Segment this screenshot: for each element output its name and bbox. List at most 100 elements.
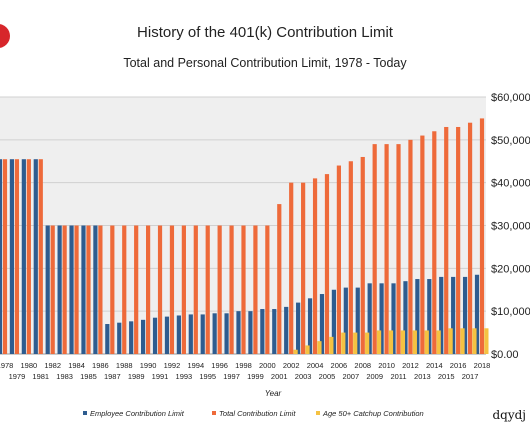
bar-1 (50, 225, 55, 354)
bar-0 (105, 324, 110, 354)
bar-2 (329, 336, 334, 354)
bar-1 (265, 225, 270, 354)
bar-0 (391, 283, 396, 354)
bar-0 (462, 276, 468, 354)
bar-0 (284, 306, 289, 354)
x-tick-label: 1983 (56, 372, 73, 381)
bar-2 (365, 332, 370, 354)
bar-0 (451, 276, 456, 354)
x-tick-label: 1981 (32, 372, 49, 381)
x-tick-label: 1982 (44, 361, 61, 370)
x-tick-label: 2017 (462, 372, 479, 381)
bar-1 (336, 165, 341, 354)
bar-1 (420, 135, 425, 354)
bar-1 (169, 225, 175, 354)
bar-1 (241, 225, 246, 354)
x-tick-label: 2016 (450, 361, 467, 370)
bar-0 (117, 322, 122, 354)
x-tick-label: 1988 (116, 361, 133, 370)
bar-1 (157, 225, 163, 354)
bar-0 (33, 159, 38, 354)
x-tick-label: 2005 (319, 372, 336, 381)
y-tick-label: $0.00 (491, 349, 519, 361)
bar-1 (324, 174, 330, 354)
bar-0 (129, 321, 134, 354)
x-tick-label: 1986 (92, 361, 109, 370)
bar-2 (305, 345, 310, 354)
legend-label: Total Contribution Limit (219, 409, 296, 418)
legend-label: Employee Contribution Limit (90, 409, 185, 418)
bar-1 (408, 139, 413, 354)
bar-2 (484, 328, 489, 354)
bar-0 (379, 283, 384, 354)
legend-label: Age 50+ Catchup Contribution (322, 409, 424, 418)
x-tick-label: 2006 (331, 361, 348, 370)
bar-0 (248, 311, 253, 354)
bar-1 (301, 182, 306, 354)
bar-0 (236, 311, 241, 354)
bar-0 (474, 274, 480, 354)
bar-2 (353, 332, 358, 354)
x-tick-label: 2007 (342, 372, 359, 381)
bar-2 (341, 332, 346, 354)
bar-1 (289, 182, 294, 354)
bar-1 (456, 126, 461, 354)
chart-subtitle: Total and Personal Contribution Limit, 1… (123, 56, 407, 70)
bar-1 (146, 225, 151, 354)
bar-1 (122, 225, 127, 354)
legend-swatch (316, 411, 320, 415)
bar-2 (317, 341, 322, 354)
bar-1 (181, 225, 186, 354)
x-tick-label: 1980 (21, 361, 38, 370)
x-tick-label: 2010 (378, 361, 395, 370)
bar-0 (152, 317, 158, 354)
bar-0 (176, 315, 181, 354)
x-tick-label: 1989 (128, 372, 145, 381)
bar-0 (200, 314, 205, 354)
x-tick-label: 1997 (223, 372, 240, 381)
bar-1 (193, 225, 198, 354)
bar-0 (0, 159, 3, 354)
x-tick-label: 2004 (307, 361, 324, 370)
bar-1 (467, 122, 473, 354)
bar-2 (436, 330, 441, 354)
x-tick-label: 1984 (68, 361, 85, 370)
bar-0 (188, 314, 193, 354)
bar-1 (396, 144, 401, 354)
bar-2 (412, 330, 417, 354)
bar-1 (2, 159, 8, 354)
bar-1 (277, 204, 282, 354)
x-tick-label: 1987 (104, 372, 121, 381)
bar-0 (93, 225, 98, 354)
x-tick-label: 1990 (140, 361, 157, 370)
x-tick-label: 1979 (9, 372, 26, 381)
x-axis-title: Year (265, 389, 282, 398)
bar-1 (360, 156, 365, 354)
bar-0 (296, 302, 301, 354)
bar-0 (403, 281, 408, 354)
bar-2 (400, 330, 406, 354)
bar-1 (110, 225, 115, 354)
bar-0 (319, 294, 325, 354)
x-tick-label: 2001 (271, 372, 288, 381)
bar-1 (98, 225, 103, 354)
y-tick-label: $40,000 (491, 178, 530, 190)
bar-2 (424, 330, 429, 354)
bar-0 (81, 225, 86, 354)
y-tick-label: $20,000 (491, 263, 530, 275)
bar-0 (141, 319, 146, 354)
bar-2 (388, 330, 394, 354)
bar-2 (472, 328, 477, 354)
x-tick-label: 2003 (295, 372, 312, 381)
bar-0 (57, 225, 62, 354)
bar-0 (45, 225, 50, 354)
bar-1 (372, 144, 377, 354)
y-tick-label: $60,000 (491, 92, 530, 104)
bar-0 (343, 287, 348, 354)
x-tick-label: 1992 (164, 361, 181, 370)
x-tick-label: 1999 (247, 372, 264, 381)
bar-1 (348, 161, 353, 354)
brand-badge-icon (0, 24, 10, 48)
y-tick-label: $10,000 (491, 306, 530, 318)
